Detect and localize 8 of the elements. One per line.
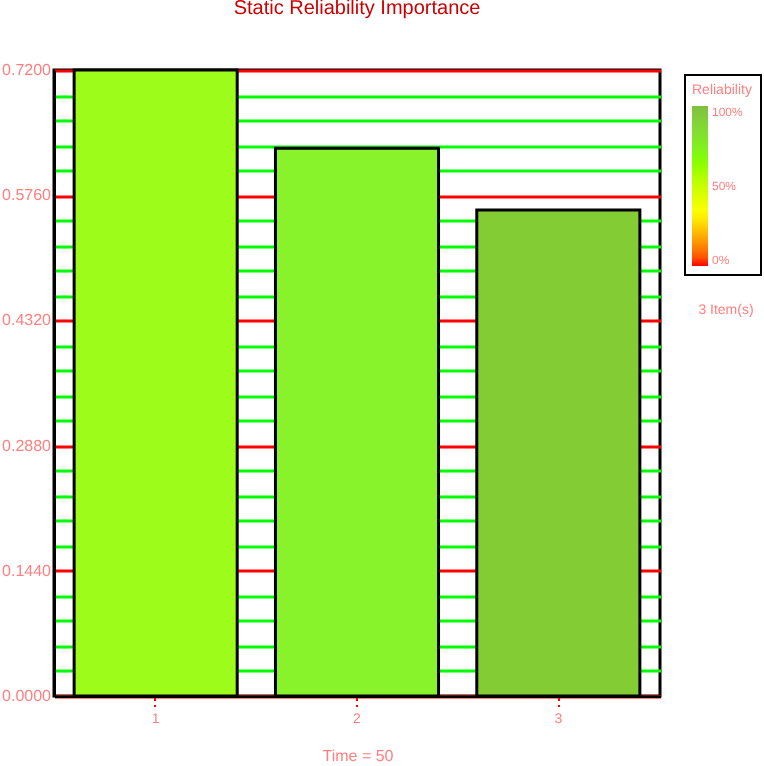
x-axis-title: Time = 50 [322,747,395,765]
y-tick-label: 0.1440 [2,561,53,580]
y-tick-label: 0.4320 [2,311,53,330]
y-tick-label: 0.0000 [2,687,53,705]
y-tick-label: 0.5760 [2,186,53,205]
chart-title: Static Reliability Importance [233,0,482,20]
y-tick-label: 0.7200 [2,61,53,79]
y-tick-label: 0.2880 [2,436,53,455]
